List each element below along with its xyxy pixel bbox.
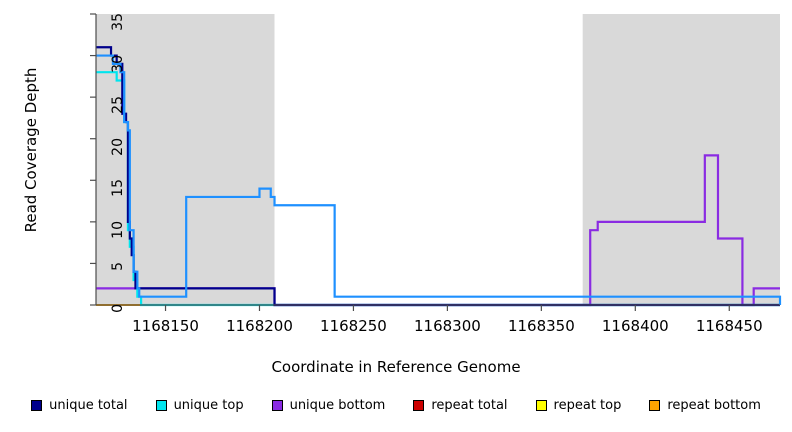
series-coverage-step-blue (96, 54, 782, 305)
legend-item-unique-total[interactable]: unique total (31, 398, 128, 413)
legend-swatch-icon (413, 400, 425, 411)
x-axis-label: Coordinate in Reference Genome (271, 358, 521, 376)
shaded-region-1 (582, 14, 780, 305)
legend-label: repeat bottom (667, 398, 761, 413)
legend-label: unique total (49, 398, 128, 413)
legend-swatch-icon (271, 400, 283, 411)
legend-swatch-icon (535, 400, 547, 411)
y-tick-label: 35 (110, 13, 126, 31)
legend-swatch-icon (155, 400, 167, 411)
y-tick-label: 10 (110, 220, 126, 239)
x-tick-label: 1168350 (507, 317, 575, 335)
x-tick-label: 1168150 (132, 317, 199, 335)
legend-label: repeat total (431, 398, 508, 413)
x-tick-label: 1168200 (226, 317, 293, 335)
x-tick-label: 1168300 (413, 317, 481, 335)
legend-label: unique top (173, 398, 244, 413)
legend-label: repeat top (553, 398, 622, 413)
x-tick-label: 1168400 (601, 317, 669, 335)
legend-item-repeat-total[interactable]: repeat total (413, 398, 508, 413)
legend-swatch-icon (31, 400, 43, 411)
legend-item-repeat-top[interactable]: repeat top (535, 398, 622, 413)
chart-legend: unique total unique top unique bottom repea… (0, 398, 792, 413)
y-tick-label: 25 (110, 96, 126, 114)
y-tick-label: 20 (110, 137, 126, 156)
legend-item-unique-bottom[interactable]: unique bottom (271, 398, 386, 413)
legend-item-repeat-bottom[interactable]: repeat bottom (649, 398, 761, 413)
x-tick-label: 1168250 (320, 317, 387, 335)
x-tick-label: 1168450 (695, 317, 763, 335)
y-tick-label: 15 (110, 179, 126, 198)
legend-item-unique-top[interactable]: unique top (155, 398, 244, 413)
y-axis-label: Read Coverage Depth (22, 67, 40, 233)
y-tick-label: 30 (110, 54, 126, 73)
y-tick-label: 5 (110, 262, 126, 272)
legend-label: unique bottom (289, 398, 386, 413)
legend-swatch-icon (649, 400, 661, 411)
